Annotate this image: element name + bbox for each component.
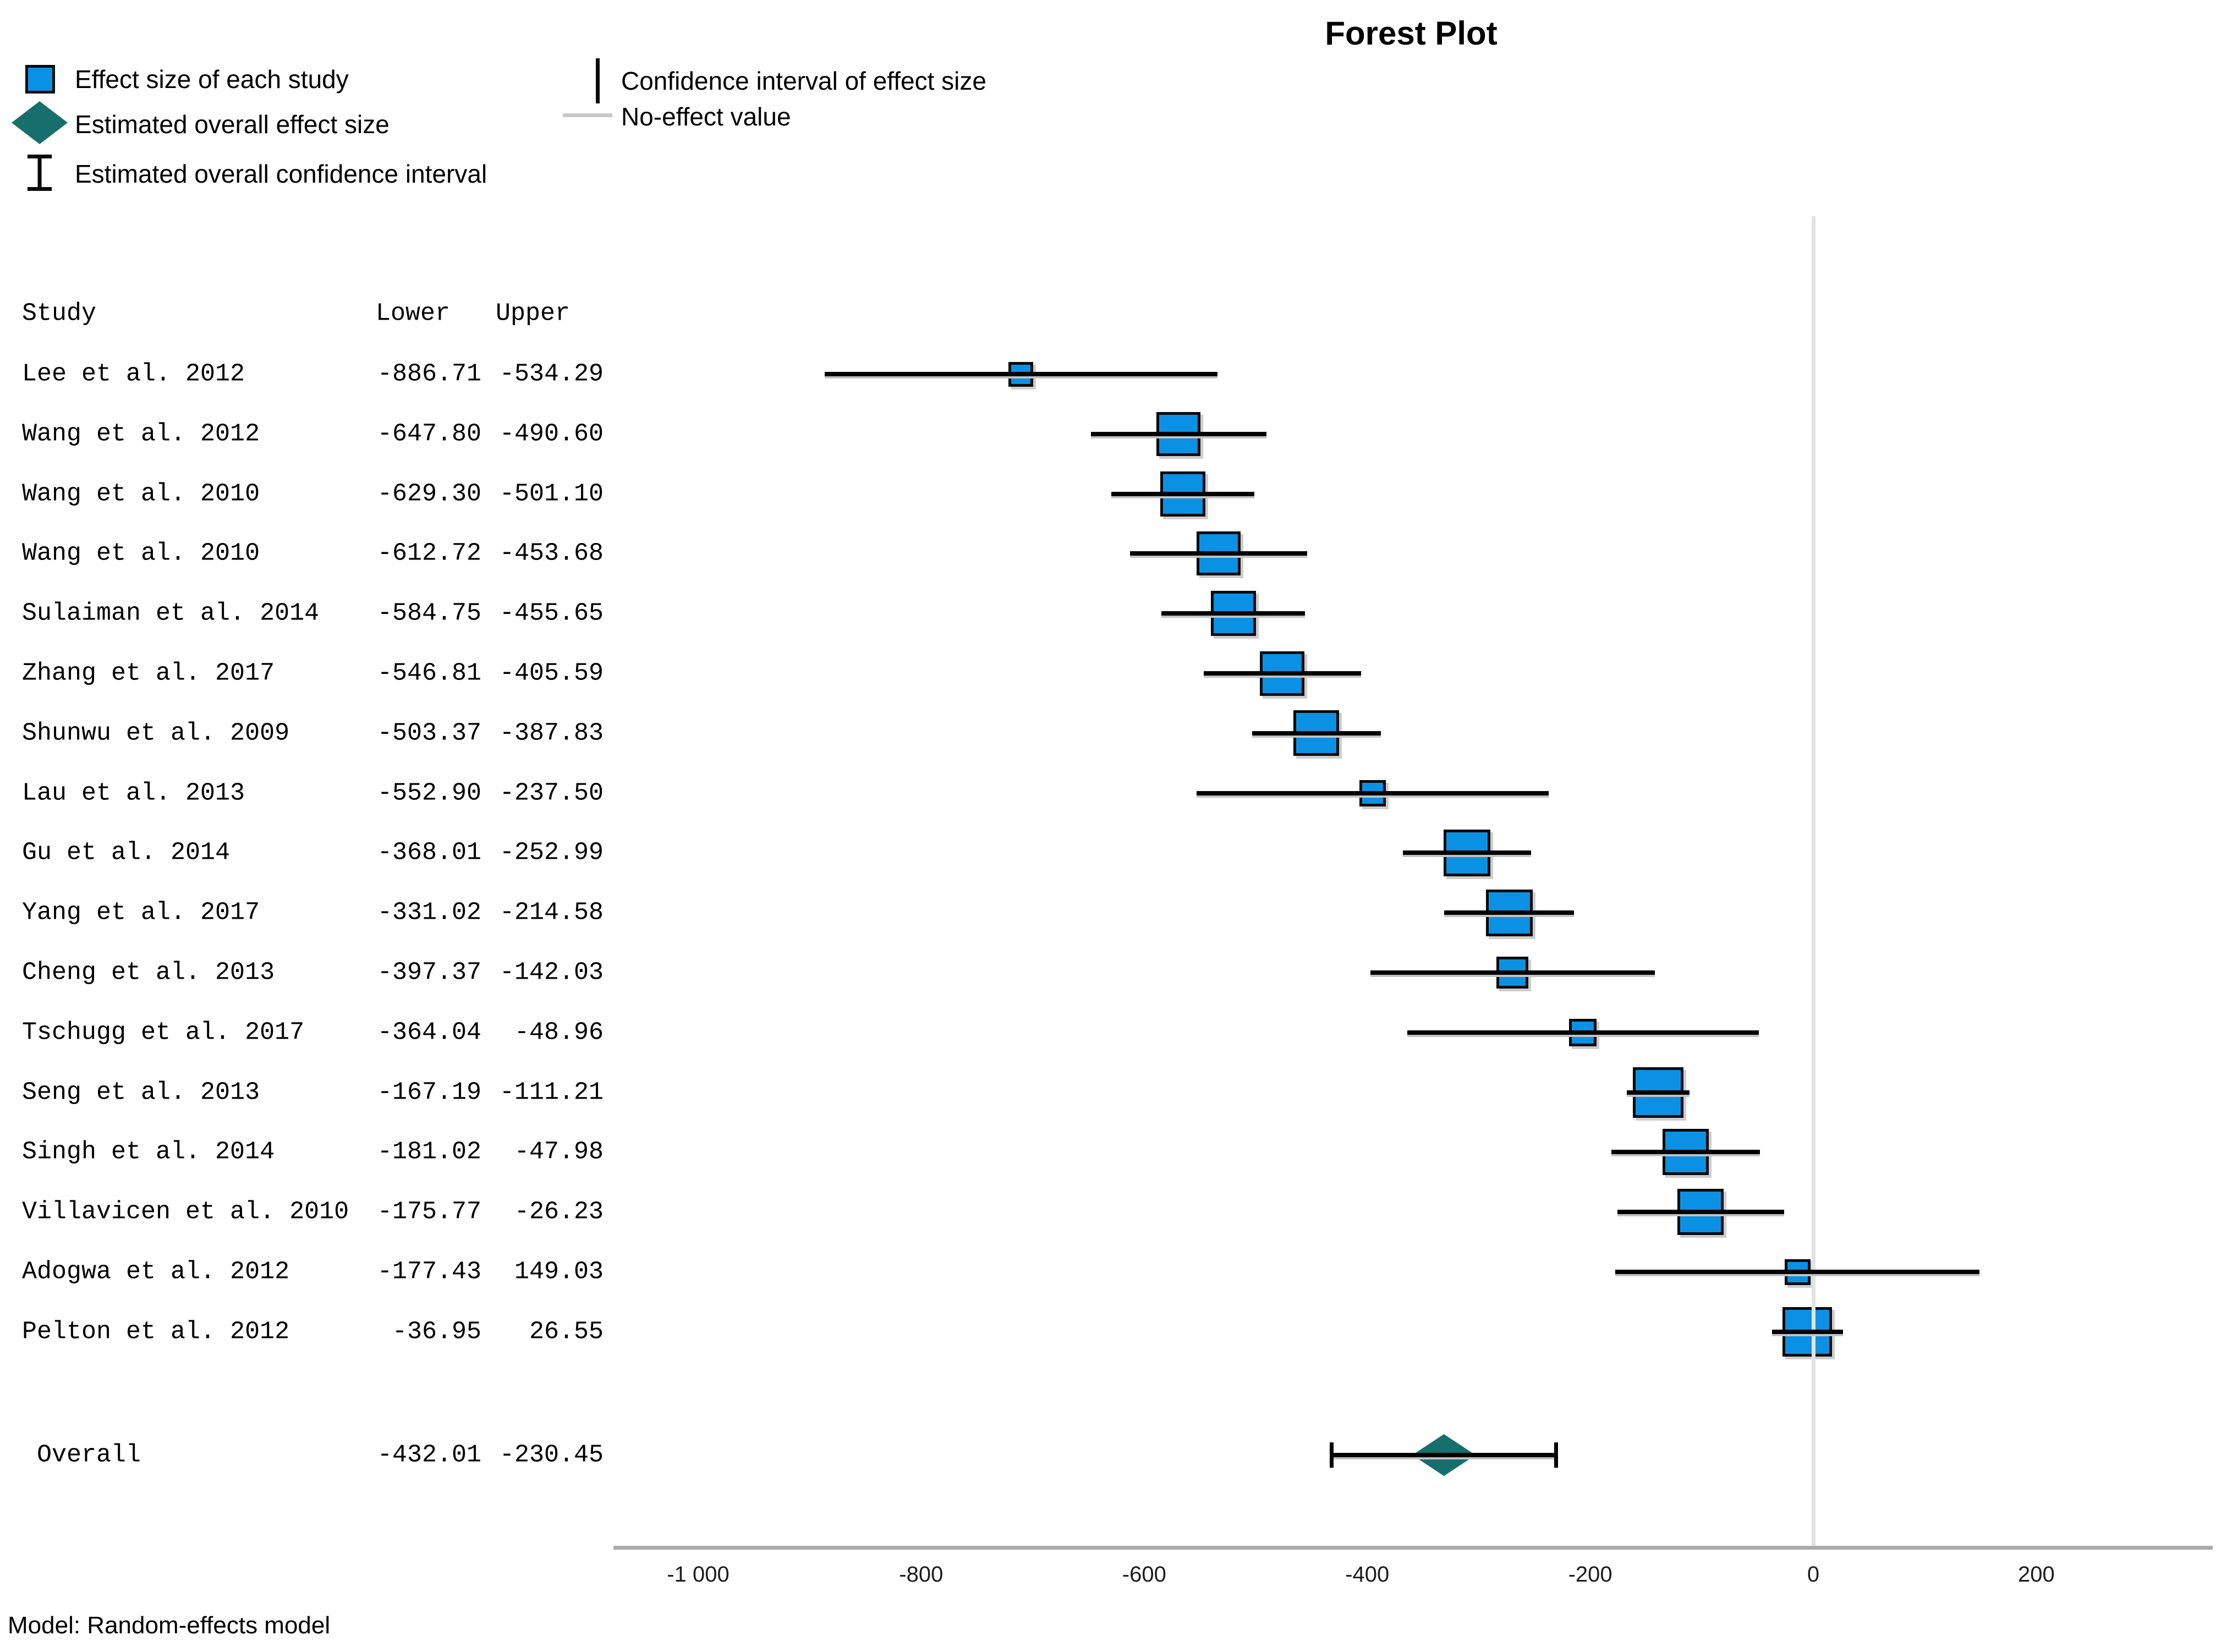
ci-line bbox=[1252, 731, 1381, 736]
study-upper: -501.10 bbox=[499, 480, 604, 508]
x-tick-label: -1 000 bbox=[667, 1562, 729, 1587]
overall-lower: -432.01 bbox=[377, 1441, 481, 1469]
x-tick-label: 200 bbox=[2018, 1562, 2055, 1587]
study-lower: -612.72 bbox=[377, 539, 481, 568]
ci-line bbox=[1197, 791, 1549, 795]
study-upper: -534.29 bbox=[499, 360, 604, 388]
study-upper: -142.03 bbox=[499, 958, 604, 987]
ci-line bbox=[1403, 850, 1532, 855]
ci-line bbox=[1615, 1270, 1980, 1274]
study-name: Adogwa et al. 2012 bbox=[22, 1258, 290, 1286]
ci-line bbox=[1111, 491, 1255, 496]
study-name: Villavicen et al. 2010 bbox=[22, 1198, 349, 1226]
study-name: Pelton et al. 2012 bbox=[22, 1318, 290, 1346]
legend-label-overall-ci: Estimated overall confidence interval bbox=[75, 160, 487, 188]
x-tick-label: -200 bbox=[1568, 1562, 1612, 1587]
legend-label-overall-effect: Estimated overall effect size bbox=[75, 110, 390, 139]
ci-line bbox=[1370, 970, 1655, 975]
study-name: Wang et al. 2010 bbox=[22, 539, 260, 568]
effect-size-square-icon bbox=[25, 65, 55, 94]
study-lower: -167.19 bbox=[377, 1078, 481, 1107]
ci-line bbox=[1161, 611, 1306, 616]
overall-effect-diamond-icon bbox=[12, 101, 68, 144]
study-upper: -111.21 bbox=[499, 1078, 604, 1107]
study-upper: -252.99 bbox=[499, 838, 604, 867]
ci-line bbox=[1331, 1453, 1556, 1457]
overall-ci-cap bbox=[1329, 1442, 1334, 1468]
study-name: Wang et al. 2012 bbox=[22, 420, 260, 448]
table-header-study: Study bbox=[22, 299, 97, 328]
page-title: Forest Plot bbox=[1325, 15, 1498, 52]
study-lower: -364.04 bbox=[377, 1018, 481, 1047]
study-lower: -886.71 bbox=[377, 360, 481, 388]
ci-line-icon bbox=[596, 58, 600, 103]
study-upper: -387.83 bbox=[499, 719, 604, 748]
ci-line bbox=[1772, 1329, 1843, 1334]
legend-label-no-effect: No-effect value bbox=[621, 102, 791, 131]
study-upper: 26.55 bbox=[529, 1318, 604, 1346]
ci-line bbox=[1611, 1150, 1760, 1155]
study-upper: -453.68 bbox=[499, 539, 604, 568]
study-upper: -26.23 bbox=[514, 1198, 604, 1226]
study-upper: -490.60 bbox=[499, 420, 604, 448]
model-note: Model: Random-effects model bbox=[8, 1612, 331, 1639]
study-upper: -47.98 bbox=[514, 1138, 604, 1166]
study-lower: -175.77 bbox=[377, 1198, 481, 1226]
x-axis-line bbox=[613, 1546, 2213, 1550]
ci-line bbox=[1130, 551, 1308, 556]
no-effect-vertical-line bbox=[1811, 216, 1815, 1546]
ci-line bbox=[1617, 1210, 1784, 1215]
study-upper: -237.50 bbox=[499, 779, 604, 808]
study-upper: -214.58 bbox=[499, 898, 604, 927]
study-upper: -455.65 bbox=[499, 599, 604, 628]
study-upper: 149.03 bbox=[514, 1258, 604, 1286]
study-lower: -181.02 bbox=[377, 1138, 481, 1166]
overall-name: Overall bbox=[37, 1441, 141, 1469]
overall-upper: -230.45 bbox=[499, 1441, 604, 1469]
study-lower: -546.81 bbox=[377, 659, 481, 688]
x-tick-label: -600 bbox=[1122, 1562, 1166, 1587]
x-tick-label: -800 bbox=[899, 1562, 944, 1587]
ci-line bbox=[824, 372, 1217, 376]
study-name: Yang et al. 2017 bbox=[22, 898, 260, 927]
ci-line bbox=[1444, 910, 1575, 915]
study-lower: -177.43 bbox=[377, 1258, 481, 1286]
study-upper: -405.59 bbox=[499, 659, 604, 688]
study-lower: -629.30 bbox=[377, 480, 481, 508]
study-name: Wang et al. 2010 bbox=[22, 480, 260, 508]
x-tick-label: 0 bbox=[1807, 1562, 1820, 1587]
study-name: Cheng et al. 2013 bbox=[22, 958, 275, 987]
study-upper: -48.96 bbox=[514, 1018, 604, 1047]
ci-line bbox=[1203, 671, 1361, 676]
overall-ci-cap bbox=[1554, 1442, 1559, 1468]
study-name: Lee et al. 2012 bbox=[22, 360, 245, 388]
ci-line bbox=[1407, 1030, 1759, 1035]
study-name: Tschugg et al. 2017 bbox=[22, 1018, 305, 1047]
study-name: Lau et al. 2013 bbox=[22, 779, 245, 808]
study-name: Seng et al. 2013 bbox=[22, 1078, 260, 1107]
study-name: Singh et al. 2014 bbox=[22, 1138, 275, 1166]
study-name: Gu et al. 2014 bbox=[22, 838, 231, 867]
no-effect-line-icon bbox=[563, 113, 612, 117]
table-header-lower: Lower bbox=[376, 299, 451, 328]
study-name: Shunwu et al. 2009 bbox=[22, 719, 290, 748]
study-lower: -552.90 bbox=[377, 779, 481, 808]
ci-line bbox=[1627, 1090, 1690, 1095]
legend-label-effect-size: Effect size of each study bbox=[75, 65, 349, 94]
legend-label-ci: Confidence interval of effect size bbox=[621, 67, 986, 95]
table-header-upper: Upper bbox=[496, 299, 571, 328]
study-lower: -584.75 bbox=[377, 599, 481, 628]
x-tick-label: -400 bbox=[1345, 1562, 1390, 1587]
study-lower: -36.95 bbox=[392, 1318, 481, 1346]
overall-ci-ibeam-icon bbox=[28, 155, 52, 191]
study-name: Sulaiman et al. 2014 bbox=[22, 599, 320, 628]
study-name: Zhang et al. 2017 bbox=[22, 659, 275, 688]
study-lower: -503.37 bbox=[377, 719, 481, 748]
study-lower: -331.02 bbox=[377, 898, 481, 927]
study-lower: -397.37 bbox=[377, 958, 481, 987]
study-lower: -647.80 bbox=[377, 420, 481, 448]
study-lower: -368.01 bbox=[377, 838, 481, 867]
ci-line bbox=[1090, 431, 1266, 436]
